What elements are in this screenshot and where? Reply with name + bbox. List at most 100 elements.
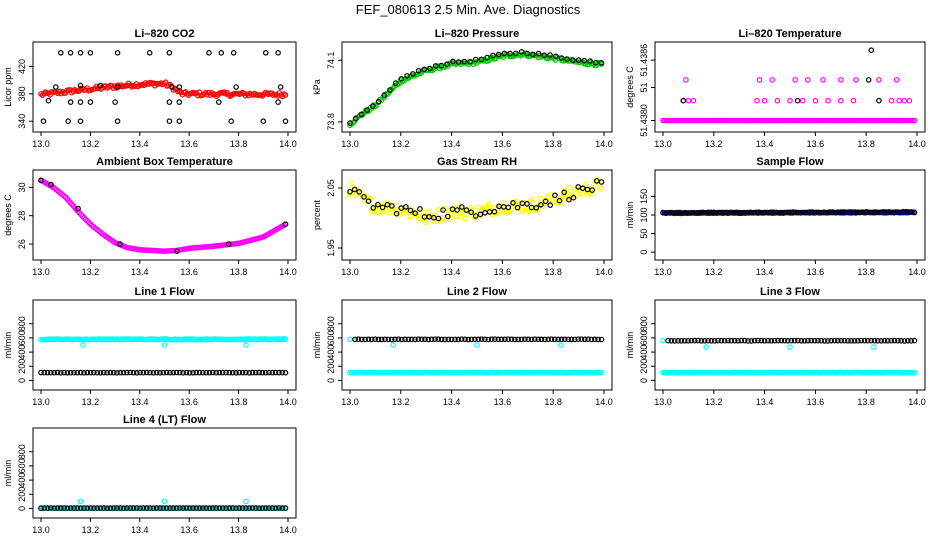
data-point (761, 337, 768, 344)
data-point (547, 52, 553, 58)
data-point (246, 369, 253, 376)
data-point (110, 505, 117, 511)
series-black (660, 208, 918, 216)
y-axis-label: ml/min (625, 202, 635, 229)
data-point (688, 337, 695, 344)
data-point (685, 210, 692, 216)
data-point (146, 49, 153, 56)
data-point (365, 336, 372, 343)
y-tick-label: 380 (17, 86, 27, 101)
data-point (67, 505, 74, 511)
data-point (57, 49, 64, 56)
y-axis-label: ml/min (312, 332, 322, 359)
data-point (566, 185, 573, 191)
data-point (44, 369, 51, 376)
data-point (598, 59, 605, 66)
plot-frame (32, 427, 297, 519)
data-point (256, 369, 262, 376)
data-point (379, 204, 386, 211)
data-point (911, 209, 918, 216)
data-point (104, 505, 110, 512)
data-point (883, 209, 890, 215)
data-point (675, 337, 681, 344)
data-point (685, 97, 692, 104)
y-tick-label: 800 (326, 316, 336, 331)
data-point (87, 99, 94, 105)
data-point (864, 337, 871, 344)
data-point (719, 209, 726, 216)
series-green (347, 50, 605, 129)
data-point (665, 337, 671, 344)
data-point (898, 337, 904, 344)
plot-frame (654, 299, 926, 391)
data-point (430, 218, 437, 225)
x-tick-label: 13.4 (756, 397, 774, 407)
data-point (157, 369, 163, 376)
data-point (524, 201, 530, 207)
y-tick-label: 26 (17, 239, 27, 249)
x-tick-label: 14.0 (595, 397, 613, 407)
data-point (812, 209, 819, 216)
data-point (153, 505, 160, 511)
y-tick-label: 600 (17, 458, 27, 473)
data-point (475, 336, 482, 343)
data-point (791, 337, 798, 344)
x-tick-label: 13.2 (82, 397, 100, 407)
data-point (482, 336, 488, 343)
chart-title: Gas Stream RH (437, 156, 517, 168)
data-point (681, 337, 688, 344)
data-point (229, 369, 236, 376)
y-tick-label: 0 (17, 506, 27, 511)
data-point (183, 505, 190, 511)
y-tick-label: 0 (639, 250, 649, 255)
data-point (886, 209, 892, 215)
plot-frame (341, 169, 613, 261)
data-point (176, 99, 183, 105)
data-point (866, 209, 873, 216)
data-point (787, 344, 793, 350)
chart-title: Line 4 (LT) Flow (123, 414, 206, 426)
data-point (787, 209, 793, 216)
data-point (134, 369, 140, 376)
data-point (679, 210, 686, 216)
data-point (180, 505, 186, 511)
data-point (347, 189, 353, 195)
data-point (249, 505, 256, 511)
data-point (472, 56, 479, 63)
data-point (530, 51, 536, 58)
data-point (570, 57, 576, 64)
data-point (690, 97, 697, 104)
data-point (143, 369, 150, 376)
plot-frame (341, 299, 613, 391)
data-point (781, 337, 788, 344)
data-point (812, 97, 819, 104)
data-point (795, 209, 802, 216)
data-point (911, 337, 918, 344)
y-tick-label: 28 (17, 211, 27, 221)
data-point (177, 505, 183, 511)
data-point (457, 214, 464, 220)
data-point (259, 505, 266, 512)
data-point (450, 58, 456, 65)
data-point (417, 206, 423, 212)
data-point (894, 209, 901, 215)
data-point (219, 505, 226, 511)
data-point (487, 205, 494, 212)
data-point (846, 209, 853, 215)
data-point (216, 505, 223, 511)
data-point (485, 336, 492, 343)
data-point (801, 337, 808, 344)
data-point (705, 337, 711, 344)
data-point (130, 505, 137, 511)
data-point (841, 337, 848, 344)
data-point (48, 369, 54, 376)
data-point (492, 336, 498, 343)
data-point (65, 118, 72, 125)
data-point (462, 215, 469, 222)
data-point (502, 336, 508, 343)
data-point (477, 211, 484, 218)
chart-rh: Gas Stream RH percent 1.95 2.05 13.0 13.2 13.4… (312, 156, 613, 277)
data-point (853, 77, 859, 83)
data-point (375, 336, 382, 343)
